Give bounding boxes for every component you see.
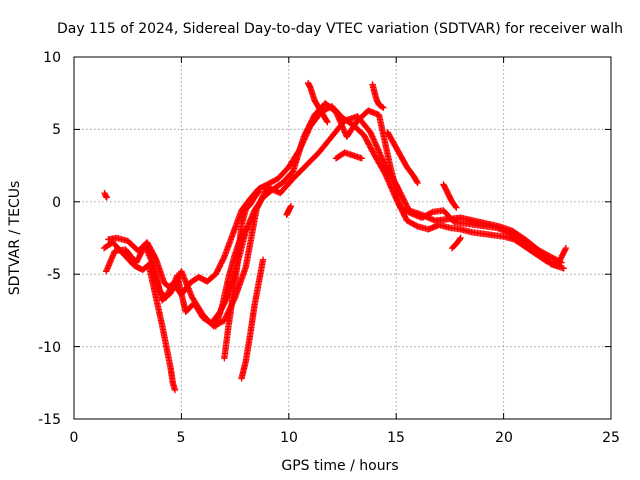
data-point-marker: [428, 209, 435, 216]
x-tick-label: 0: [70, 430, 79, 446]
x-tick-label: 10: [280, 430, 298, 446]
data-point-marker: [414, 179, 421, 187]
data-point-marker: [413, 222, 420, 229]
y-tick-label: 10: [43, 50, 61, 66]
x-tick-label: 20: [495, 430, 513, 446]
data-point-marker: [170, 285, 177, 292]
data-point-marker: [380, 104, 387, 111]
data-point-marker: [172, 279, 180, 287]
data-point-marker: [413, 178, 421, 185]
data-point-marker: [557, 258, 564, 266]
data-point-marker: [171, 386, 179, 394]
data-point-marker: [287, 202, 295, 210]
plot-frame: [73, 56, 612, 420]
data-point-marker: [453, 204, 460, 211]
series-track-f: [238, 256, 267, 382]
series-track-j: [384, 129, 421, 187]
x-tick-label: 5: [177, 430, 186, 446]
data-point-marker: [323, 117, 330, 125]
data-point-marker: [456, 235, 463, 243]
data-point-marker: [562, 246, 569, 253]
data-point-marker: [174, 275, 182, 282]
chart-title: Day 115 of 2024, Sidereal Day-to-day VTE…: [57, 21, 623, 37]
data-point-marker: [255, 188, 262, 195]
x-tick-label: 25: [602, 430, 620, 446]
y-tick-labels: 10 5 0 -5 -10 -15: [38, 50, 61, 428]
y-tick-label: -15: [38, 412, 61, 428]
series-track-n: [332, 149, 366, 162]
data-point-marker: [170, 284, 178, 291]
data-point-marker: [560, 265, 567, 272]
data-point-marker: [220, 254, 227, 262]
data-point-marker: [358, 155, 366, 162]
data-point-marker: [324, 118, 331, 126]
data-point-marker: [169, 286, 177, 294]
x-tick-label: 15: [387, 430, 405, 446]
series-track-i: [369, 81, 387, 111]
series-track-d: [145, 263, 179, 394]
data-point-marker: [259, 256, 267, 263]
x-tick-labels: 0 5 10 15 20 25: [70, 430, 620, 446]
data-point-marker: [457, 234, 464, 242]
data-point-marker: [562, 244, 570, 252]
series-track-h: [304, 79, 331, 126]
y-axis-label: SDTVAR / TECUs: [7, 181, 23, 296]
data-point-marker: [254, 189, 262, 197]
grid-layer: [74, 57, 611, 419]
data-point-marker: [243, 225, 251, 233]
y-tick-label: 5: [52, 122, 61, 138]
y-tick-label: -10: [38, 340, 61, 356]
data-point-marker: [244, 224, 252, 232]
data-point-marker: [452, 203, 459, 210]
data-point-marker: [172, 281, 179, 288]
series-track-k: [440, 181, 460, 211]
series-track-g: [212, 224, 252, 330]
data-point-marker: [103, 194, 110, 201]
data-point-marker: [558, 259, 565, 266]
series-track-m: [101, 189, 110, 201]
tick-layer: [73, 56, 612, 420]
y-tick-label: -5: [47, 267, 61, 283]
data-point-marker: [174, 276, 181, 284]
x-axis-label: GPS time / hours: [281, 458, 398, 474]
data-point-marker: [379, 103, 386, 111]
series-track-c: [105, 113, 567, 330]
series-track-o: [283, 202, 295, 219]
data-marks: [100, 79, 570, 394]
data-point-marker: [173, 278, 180, 285]
data-point-marker: [381, 169, 388, 177]
y-tick-label: 0: [52, 195, 61, 211]
series-track-l: [448, 234, 464, 252]
data-point-marker: [171, 282, 178, 289]
